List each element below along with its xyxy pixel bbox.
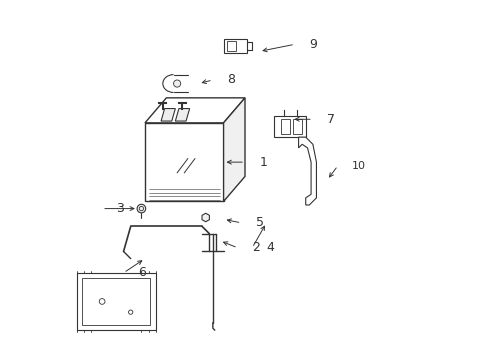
Bar	[145, 123, 223, 202]
Polygon shape	[145, 98, 245, 123]
Bar	[223, 39, 247, 53]
Bar	[82, 278, 150, 325]
Text: 4: 4	[267, 241, 274, 255]
Bar	[293, 119, 302, 134]
Text: 9: 9	[309, 38, 317, 51]
Text: 8: 8	[227, 73, 235, 86]
Text: 3: 3	[117, 202, 124, 215]
Polygon shape	[223, 98, 245, 202]
Text: 10: 10	[352, 161, 366, 171]
Bar	[273, 116, 306, 137]
Bar	[227, 41, 236, 51]
Polygon shape	[161, 109, 175, 121]
Circle shape	[137, 204, 146, 213]
Bar	[281, 119, 290, 134]
Circle shape	[173, 80, 181, 87]
Text: 6: 6	[138, 266, 146, 279]
Polygon shape	[175, 109, 190, 121]
Text: 2: 2	[252, 241, 260, 255]
Text: 5: 5	[256, 216, 264, 229]
Text: 7: 7	[327, 113, 335, 126]
Polygon shape	[298, 137, 317, 205]
Bar	[77, 273, 156, 330]
Text: 1: 1	[259, 156, 267, 168]
